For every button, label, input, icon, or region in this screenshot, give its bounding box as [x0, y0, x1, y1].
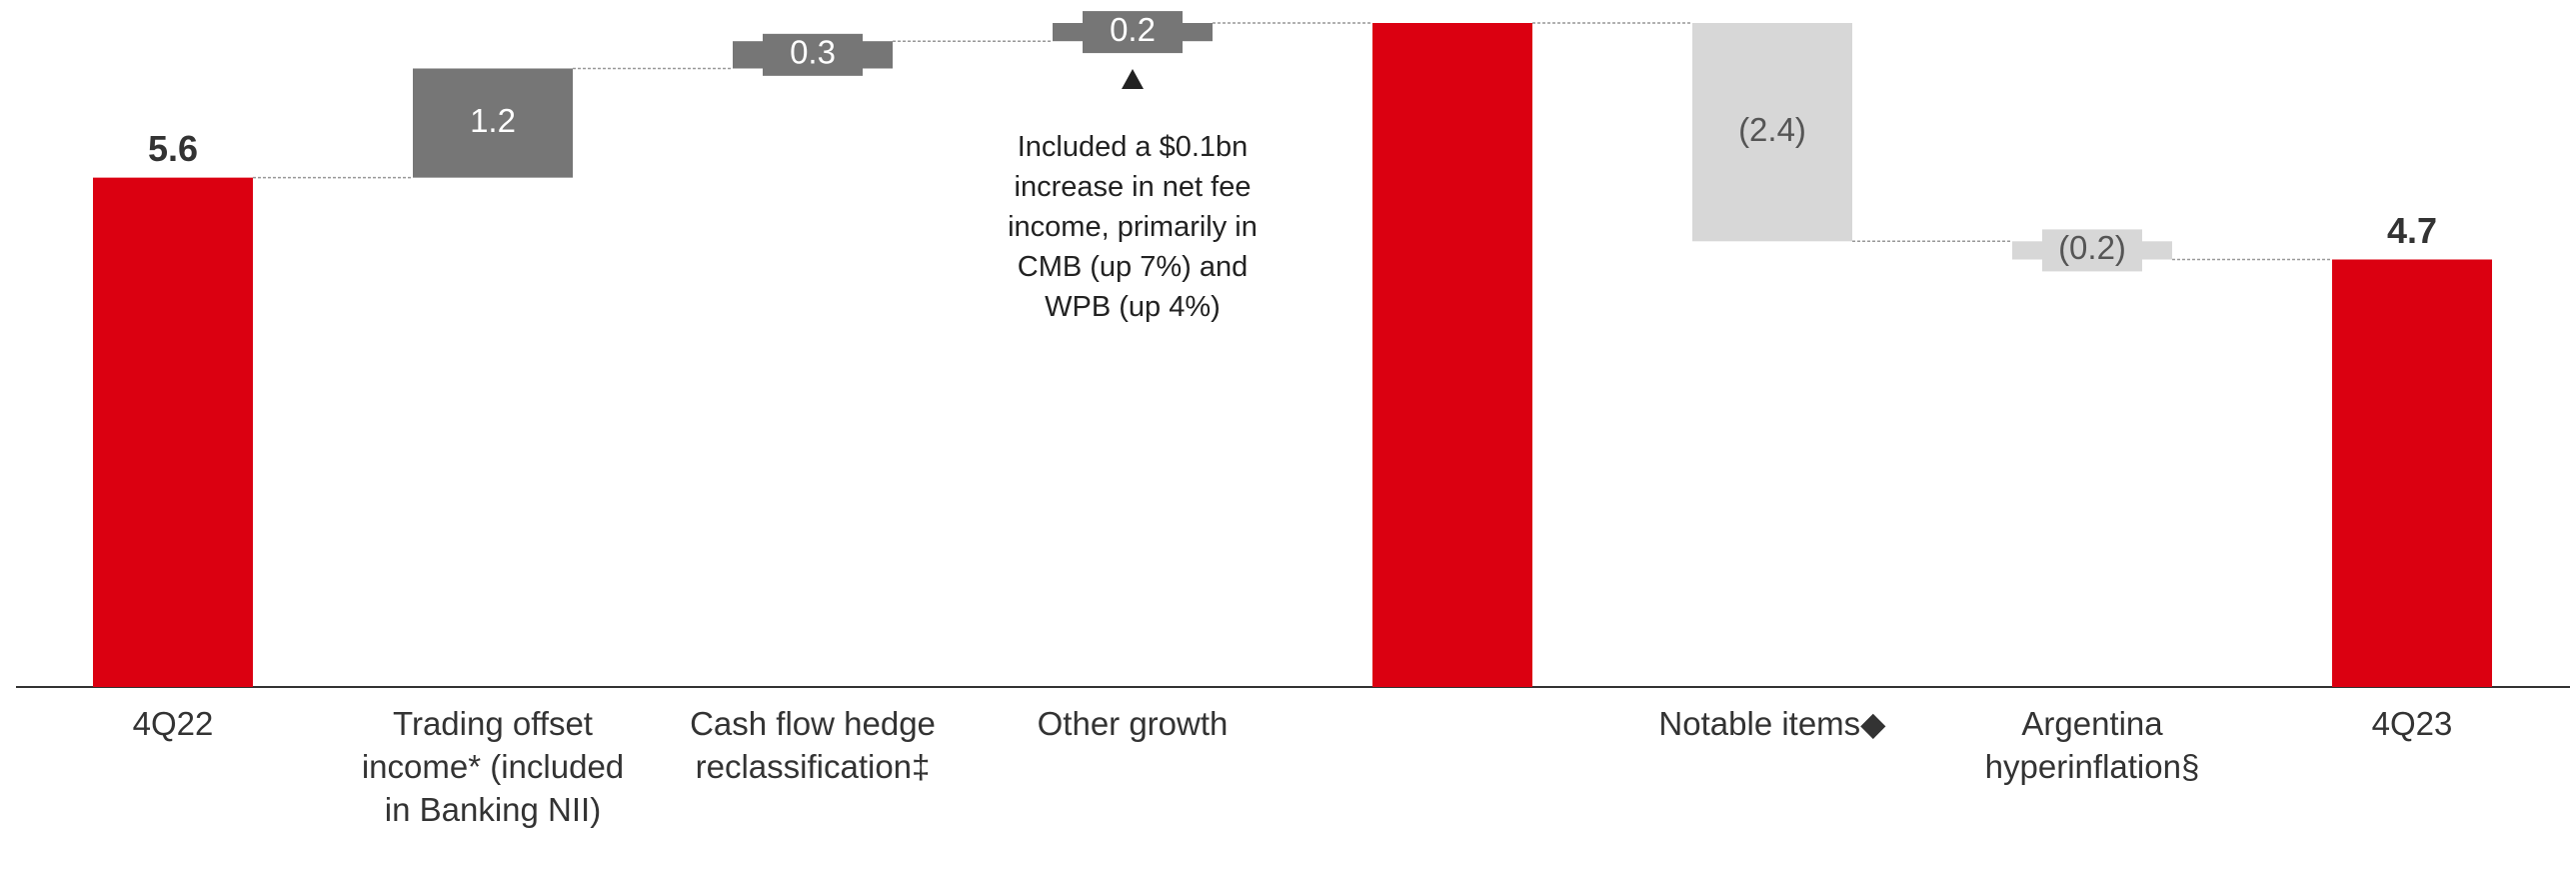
- bar: [93, 177, 253, 688]
- label-box: [1083, 11, 1183, 54]
- x-tick-label: Notable items◆: [1658, 705, 1886, 742]
- value-label: 1.2: [470, 102, 516, 139]
- annotation: Included a $0.1bn increase in net fee in…: [1008, 131, 1258, 323]
- label-box: [763, 33, 863, 76]
- x-tick-label: Argentina hyperinflation§: [1984, 705, 2200, 785]
- value-label: 5.6: [148, 128, 198, 169]
- value-label: (2.4): [1738, 111, 1806, 148]
- value-label: 0.2: [1110, 11, 1156, 48]
- value-label: 4.7: [2387, 210, 2437, 251]
- bar: [1692, 23, 1852, 242]
- x-tick-label: Other growth: [1037, 705, 1229, 742]
- annotation-marker: [1122, 69, 1144, 89]
- x-tick-label: Trading offset income* (included in Bank…: [361, 705, 625, 828]
- bar: [413, 68, 573, 178]
- x-tick-label: 4Q23: [2371, 705, 2453, 742]
- x-tick-label: 4Q22: [132, 705, 214, 742]
- value-label: 0.3: [790, 34, 836, 71]
- bar: [2332, 259, 2492, 687]
- label-box: [2042, 229, 2142, 272]
- bar: [1372, 23, 1532, 687]
- value-label: (0.2): [2058, 229, 2126, 266]
- x-tick-label: Cash flow hedge reclassification‡: [690, 705, 936, 785]
